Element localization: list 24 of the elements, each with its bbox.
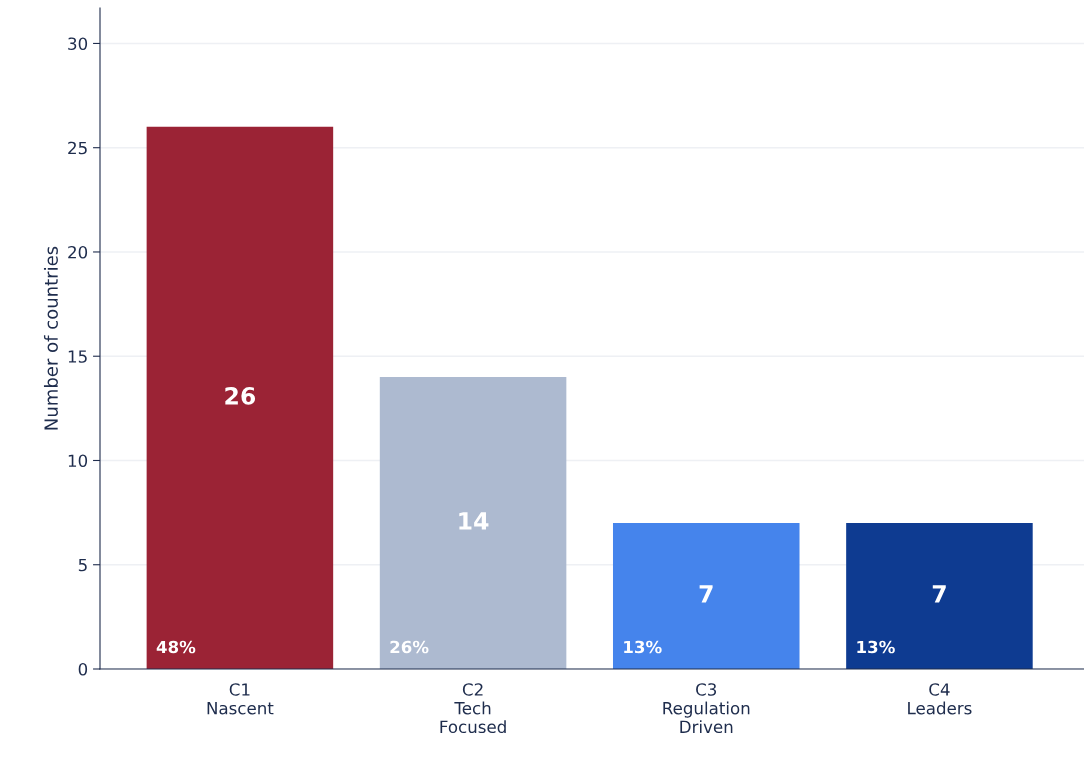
x-tick-label: C3 Regulation Driven: [663, 683, 750, 734]
data-label: 26: [225, 386, 256, 405]
bar: [379, 377, 567, 669]
annotation: 26%: [390, 640, 429, 654]
annotation: 48%: [156, 640, 196, 654]
bar: [846, 523, 1033, 669]
data-label: 14: [459, 512, 489, 530]
y-tick-label: 20: [68, 245, 88, 259]
y-tick-label: 5: [78, 558, 87, 572]
data-label: 7: [932, 585, 946, 603]
y-tick-label: 10: [68, 454, 88, 468]
x-tick-label: C4 Leaders: [908, 683, 972, 715]
x-tick-label: C2 Tech Focused: [440, 683, 506, 734]
y-tick-label: 25: [68, 141, 87, 155]
y-tick-label: 0: [78, 662, 88, 676]
y-axis-title: Number of countries: [43, 246, 58, 430]
bar: [146, 126, 334, 669]
y-tick-label: 15: [68, 350, 87, 363]
x-tick-label: C1 Nascent: [207, 683, 274, 715]
annotation: 13%: [624, 640, 662, 654]
bar: [612, 523, 800, 669]
data-label: 7: [699, 585, 713, 603]
annotation: 13%: [857, 640, 895, 654]
y-tick-label: 30: [68, 37, 88, 51]
